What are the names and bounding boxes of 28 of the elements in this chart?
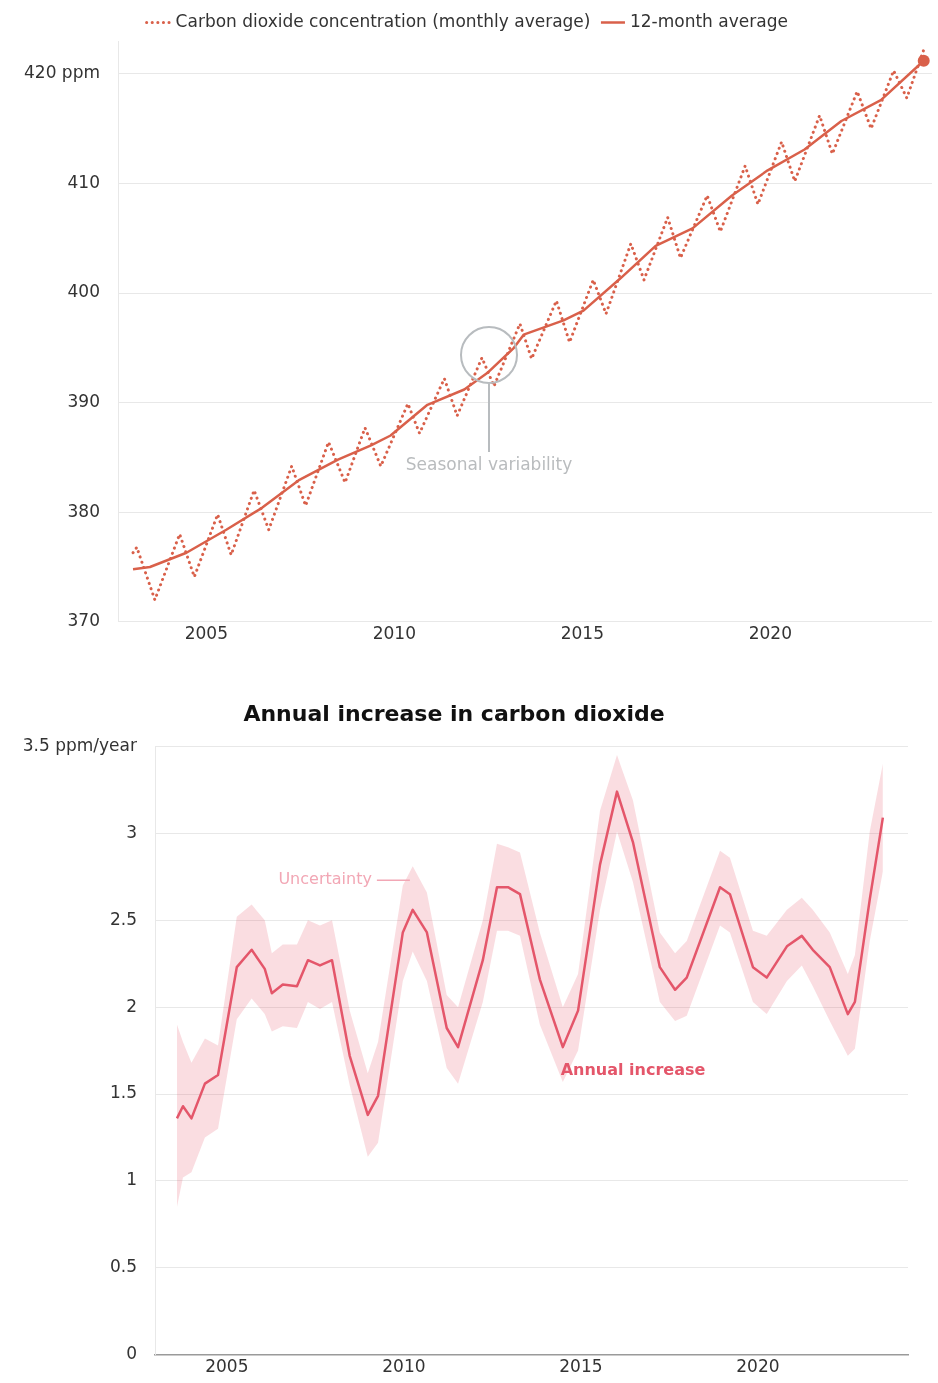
legend-label: 12-month average bbox=[629, 10, 788, 31]
y-tick-label: 0 bbox=[126, 1343, 137, 1364]
y-tick-label: 3 bbox=[126, 821, 137, 842]
y-tick-label: 2.5 bbox=[109, 908, 137, 929]
y-tick-label: 420 ppm bbox=[24, 62, 100, 83]
y-tick-label: 2 bbox=[126, 995, 137, 1016]
x-tick-label: 2015 bbox=[559, 1356, 603, 1377]
y-tick-label: 1.5 bbox=[109, 1082, 137, 1103]
y-tick-label: 370 bbox=[67, 610, 100, 631]
y-tick-label: 1 bbox=[126, 1169, 137, 1190]
y-tick-label: 390 bbox=[67, 391, 100, 412]
y-tick-label: 400 bbox=[67, 281, 100, 302]
y-tick-label: 410 bbox=[67, 171, 100, 192]
legend-label: Carbon dioxide concentration (monthly average) bbox=[175, 10, 591, 31]
x-tick-label: 2010 bbox=[382, 1356, 426, 1377]
x-tick-label: 2005 bbox=[184, 623, 228, 644]
annotation: Seasonal variability bbox=[405, 454, 573, 475]
x-tick-label: 2005 bbox=[205, 1356, 249, 1377]
x-tick-label: 2020 bbox=[748, 623, 792, 644]
annotation: Uncertainty bbox=[278, 869, 372, 889]
x-tick-label: 2020 bbox=[736, 1356, 780, 1377]
y-tick-label: 0.5 bbox=[109, 1256, 137, 1277]
x-tick-label: 2010 bbox=[372, 623, 416, 644]
annotation: Annual increase bbox=[560, 1060, 706, 1080]
x-tick-label: 2015 bbox=[560, 623, 604, 644]
chart-title: Annual increase in carbon dioxide bbox=[243, 700, 665, 726]
y-tick-label: 380 bbox=[67, 500, 100, 521]
y-tick-label: 3.5 ppm/year bbox=[22, 734, 137, 755]
